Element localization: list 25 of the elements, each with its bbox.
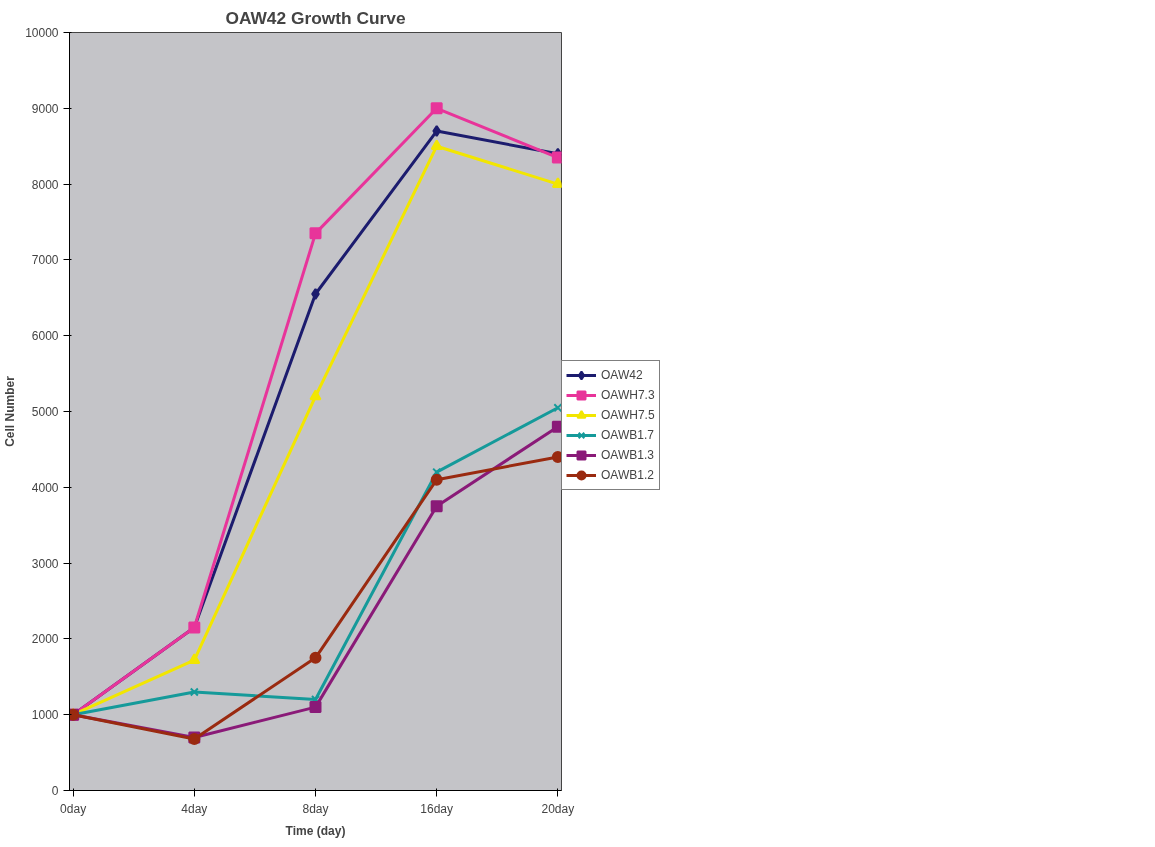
y-tick-label: 4000 xyxy=(31,480,59,495)
x-tick-label: 8day xyxy=(302,801,329,816)
x-tick-label: 20day xyxy=(541,801,575,816)
y-tick-label: 7000 xyxy=(31,253,59,268)
y-tick-label: 8000 xyxy=(31,177,59,192)
y-tick-label: 3000 xyxy=(31,556,59,571)
y-tick-label: 5000 xyxy=(31,405,59,419)
legend-label: OAW42 xyxy=(601,368,643,382)
y-tick-label: 10000 xyxy=(25,26,59,40)
y-tick-label: 9000 xyxy=(31,101,59,116)
legend-label: OAWB1.2 xyxy=(601,468,654,482)
x-tick-label: 4day xyxy=(181,801,208,816)
x-tick-label: 16day xyxy=(420,801,454,816)
y-tick-label: 2000 xyxy=(31,632,59,647)
x-axis-title: Time (day) xyxy=(285,823,346,838)
chart-title: OAW42 Growth Curve xyxy=(225,7,406,28)
y-axis-title: Cell Number xyxy=(3,375,18,447)
legend-label: OAWH7.3 xyxy=(601,388,655,402)
y-tick-label: 6000 xyxy=(31,329,59,344)
x-tick-label: 0day xyxy=(60,801,87,816)
y-tick-label: 1000 xyxy=(31,708,59,723)
legend-label: OAWH7.5 xyxy=(601,408,655,422)
legend-label: OAWB1.3 xyxy=(601,448,654,462)
y-tick-label: 0 xyxy=(51,784,59,798)
legend-label: OAWB1.7 xyxy=(601,428,654,442)
